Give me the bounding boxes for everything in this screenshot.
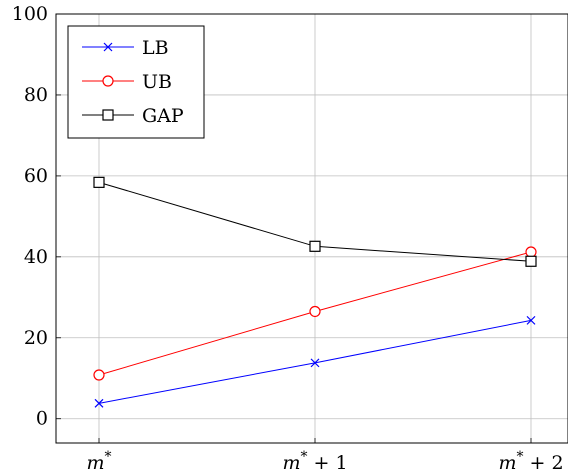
y-tick-label: 20 — [24, 327, 48, 349]
y-tick-label: 40 — [24, 246, 48, 268]
legend-marker-lb — [103, 42, 113, 52]
data-point-ub — [309, 305, 321, 318]
y-tick-label: 0 — [36, 408, 48, 430]
data-point-ub — [93, 369, 105, 381]
x-tick-label: m* — [86, 449, 111, 474]
legend-label-ub: UB — [142, 71, 172, 93]
legend-box — [67, 25, 205, 139]
y-tick-label: 100 — [12, 3, 48, 25]
data-point-gap — [525, 255, 537, 267]
data-point-lb — [526, 315, 536, 325]
plot-frame — [55, 13, 568, 444]
legend-label-lb: LB — [142, 37, 169, 59]
data-point-ub — [525, 246, 537, 258]
data-point-lb — [310, 358, 320, 368]
legend-marker-ub — [102, 75, 114, 87]
x-tick-label: m* + 2 — [498, 449, 563, 474]
data-point-gap — [93, 176, 105, 188]
x-tick-label: m* + 1 — [282, 449, 347, 474]
data-point-lb — [94, 398, 104, 408]
legend-marker-gap — [102, 109, 114, 121]
y-tick-label: 80 — [24, 84, 48, 106]
legend-label-gap: GAP — [142, 105, 184, 127]
data-point-gap — [309, 240, 321, 252]
y-tick-label: 60 — [24, 165, 48, 187]
